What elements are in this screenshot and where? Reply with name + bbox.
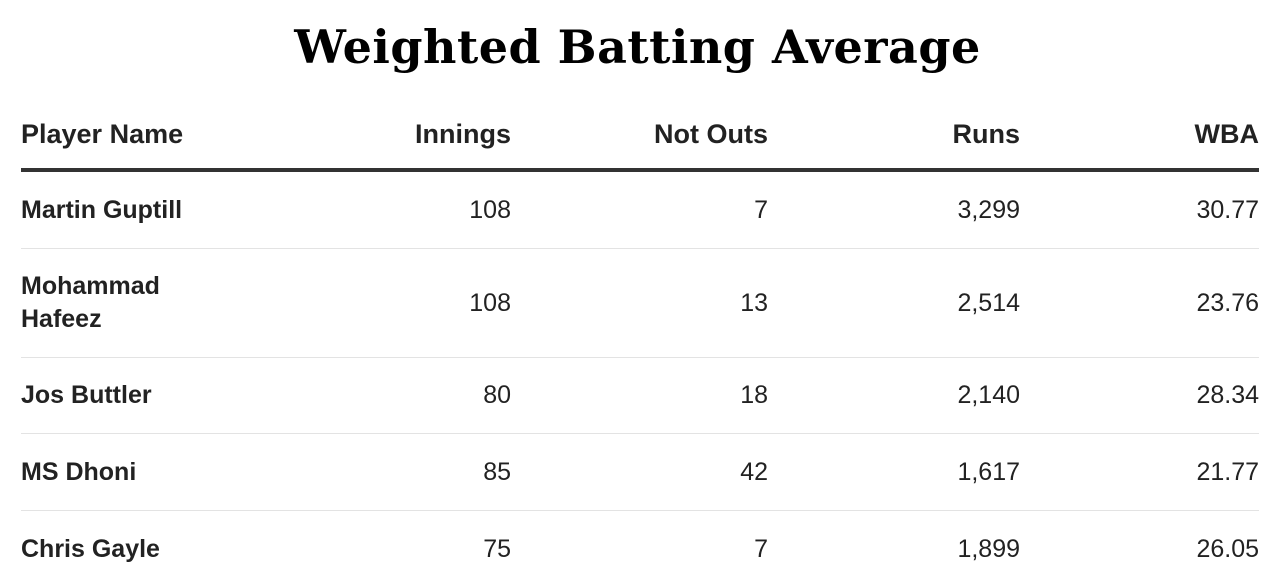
wba-cell: 21.77 <box>1020 434 1259 511</box>
player-name-cell: Jos Buttler <box>21 358 231 434</box>
wba-cell: 30.77 <box>1020 170 1259 249</box>
column-header-runs: Runs <box>768 100 1020 170</box>
player-name-cell: MS Dhoni <box>21 434 231 511</box>
innings-cell: 85 <box>231 434 511 511</box>
column-header-not-outs: Not Outs <box>511 100 768 170</box>
innings-cell: 108 <box>231 170 511 249</box>
innings-cell: 108 <box>231 249 511 358</box>
player-name-cell: Mohammad Hafeez <box>21 249 231 358</box>
column-header-innings: Innings <box>231 100 511 170</box>
column-header-wba: WBA <box>1020 100 1259 170</box>
not-outs-cell: 7 <box>511 170 768 249</box>
not-outs-cell: 18 <box>511 358 768 434</box>
runs-cell: 1,617 <box>768 434 1020 511</box>
table-title: Weighted Batting Average <box>0 14 1275 80</box>
wba-cell: 28.34 <box>1020 358 1259 434</box>
wba-cell: 23.76 <box>1020 249 1259 358</box>
runs-cell: 2,140 <box>768 358 1020 434</box>
runs-cell: 2,514 <box>768 249 1020 358</box>
player-name-cell: Martin Guptill <box>21 170 231 249</box>
batting-table: Player Name Innings Not Outs Runs WBA Ma… <box>21 100 1259 587</box>
table-row: MS Dhoni 85 42 1,617 21.77 <box>21 434 1259 511</box>
not-outs-cell: 42 <box>511 434 768 511</box>
runs-cell: 3,299 <box>768 170 1020 249</box>
table-row: Mohammad Hafeez 108 13 2,514 23.76 <box>21 249 1259 358</box>
table-row: Martin Guptill 108 7 3,299 30.77 <box>21 170 1259 249</box>
column-header-player-name: Player Name <box>21 100 231 170</box>
innings-cell: 80 <box>231 358 511 434</box>
not-outs-cell: 13 <box>511 249 768 358</box>
header-row: Player Name Innings Not Outs Runs WBA <box>21 100 1259 170</box>
table-row: Jos Buttler 80 18 2,140 28.34 <box>21 358 1259 434</box>
